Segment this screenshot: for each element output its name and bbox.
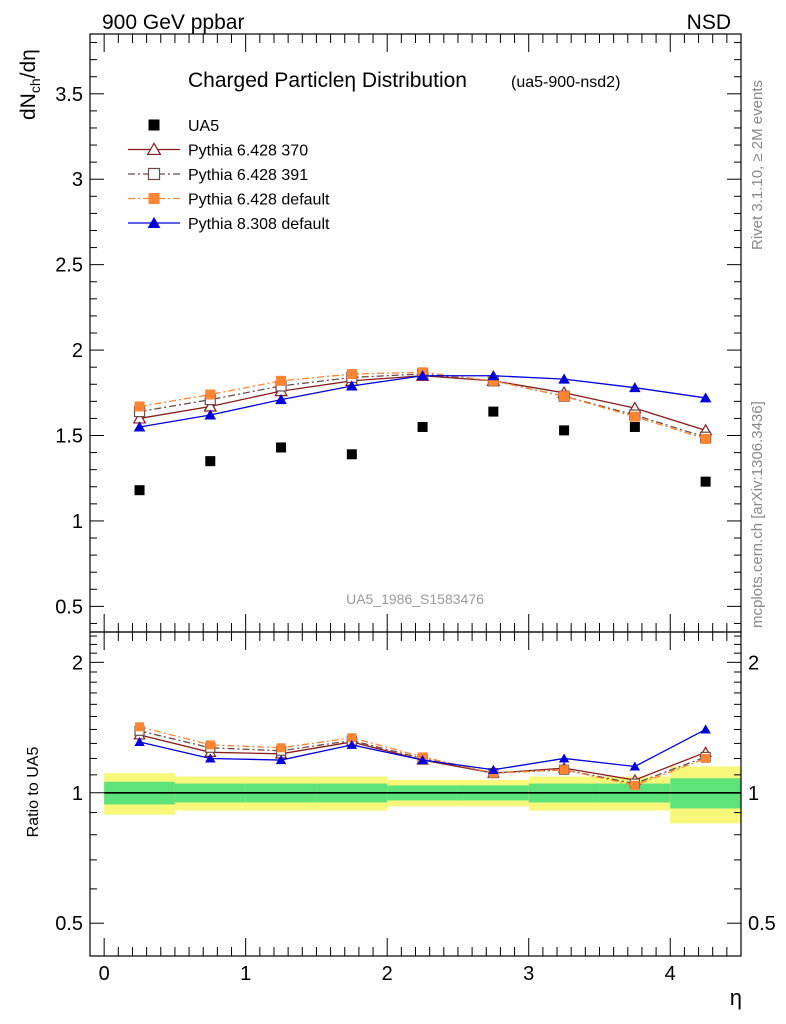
main-ylabel: dNch/dη — [17, 49, 43, 120]
main-series — [133, 370, 712, 432]
ratio-data-point — [134, 736, 145, 747]
legend-label: Pythia 6.428 default — [188, 192, 330, 209]
axes: 0.5 1 1.5 2 2.5 3 3.5 0 1 2 3 4 0.5 0.5 1 1 2 2 — [55, 33, 776, 985]
main-data-point — [205, 456, 216, 467]
main-y-tick-label: 1 — [72, 511, 83, 533]
analysis-watermark: UA5_1986_S1583476 — [346, 591, 484, 607]
main-data-point — [275, 394, 287, 405]
main-data-point — [629, 411, 640, 422]
main-data-point — [204, 409, 217, 420]
ratio-y-tick-label-right: 2 — [748, 652, 759, 674]
main-data-point — [133, 421, 146, 432]
legend-item: Pythia 6.428 370 — [128, 142, 308, 160]
ratio-data-point — [558, 753, 570, 763]
x-tick-label: 1 — [240, 963, 251, 985]
legend-item: Pythia 6.428 391 — [128, 167, 308, 184]
main-series — [134, 406, 711, 496]
legend-marker — [147, 216, 161, 228]
main-data-point — [488, 406, 499, 417]
main-data-point — [134, 401, 145, 412]
ratio-plot-marks — [133, 722, 712, 790]
main-y-tick-label: 0.5 — [55, 596, 83, 618]
ratio-data-point — [275, 755, 287, 765]
chart-subtitle: (ua5-900-nsd2) — [511, 74, 620, 91]
legend-item: Pythia 6.428 default — [128, 192, 330, 209]
main-ylabel-sub: ch — [27, 78, 43, 93]
main-y-tick-label: 2 — [72, 340, 83, 362]
ratio-data-point — [347, 733, 357, 743]
main-data-point — [276, 375, 287, 386]
main-data-point — [700, 433, 711, 444]
ratio-data-point — [701, 753, 711, 763]
legend-label: Pythia 6.428 370 — [188, 143, 308, 160]
legend-label: Pythia 6.428 391 — [188, 167, 308, 184]
main-data-point — [205, 389, 216, 400]
main-data-point — [417, 421, 428, 432]
ratio-y-tick-label-right: 1 — [748, 783, 759, 805]
ratio-data-point — [559, 765, 569, 775]
legend-marker — [148, 193, 160, 204]
legend-marker — [146, 142, 162, 156]
main-y-tick-label: 2.5 — [55, 255, 83, 277]
ratio-uncertainty-bands — [104, 766, 741, 824]
legend-label: Pythia 8.308 default — [188, 216, 330, 233]
ratio-y-tick-label-right: 0.5 — [748, 913, 776, 935]
main-data-point — [559, 391, 570, 402]
ratio-data-point — [630, 780, 640, 790]
main-data-point — [346, 449, 357, 460]
ratio-y-tick-label: 0.5 — [55, 913, 83, 935]
main-data-point — [629, 382, 641, 393]
ratio-data-point — [205, 753, 216, 763]
ratio-y-tick-label: 2 — [72, 652, 83, 674]
main-data-point — [488, 375, 499, 386]
x-tick-label: 2 — [382, 963, 393, 985]
main-data-point — [134, 485, 145, 496]
ratio-data-point — [488, 764, 499, 774]
x-tick-label: 4 — [665, 963, 676, 985]
ratio-ylabel: Ratio to UA5 — [25, 747, 42, 838]
x-axis-label: η — [730, 985, 742, 1010]
ratio-data-point — [205, 740, 215, 750]
legend: UA5 Pythia 6.428 370 Pythia 6.428 391 Pythi… — [128, 118, 330, 233]
chart-title: Charged Particleη Distribution — [188, 69, 467, 92]
rivet-note: Rivet 3.1.10, ≥ 2M events — [749, 80, 766, 250]
ratio-data-point — [629, 761, 641, 771]
legend-label: UA5 — [188, 118, 219, 135]
ratio-data-point — [135, 722, 145, 732]
main-data-point — [346, 380, 358, 391]
main-data-point — [629, 421, 640, 432]
main-data-point — [416, 370, 429, 381]
header-right: NSD — [687, 11, 731, 34]
main-data-point — [346, 369, 357, 380]
ratio-y-tick-label: 1 — [72, 783, 83, 805]
main-plot-marks — [132, 367, 713, 496]
x-tick-label: 0 — [99, 963, 110, 985]
ratio-data-point — [700, 724, 711, 734]
legend-marker — [148, 119, 160, 131]
ratio-series — [134, 724, 711, 774]
main-data-point — [699, 392, 712, 403]
main-y-tick-label: 3.5 — [55, 84, 83, 106]
legend-marker — [147, 167, 161, 181]
x-tick-label: 3 — [523, 963, 534, 985]
ratio-data-point — [417, 755, 428, 765]
main-data-point — [276, 442, 287, 453]
ratio-data-point — [276, 743, 286, 753]
main-data-point — [558, 373, 570, 384]
main-data-point — [700, 476, 711, 487]
mcplots-note: mcplots.cern.ch [arXiv:1306.3436] — [749, 401, 766, 628]
legend-item: Pythia 8.308 default — [128, 216, 330, 233]
header-left: 900 GeV ppbar — [102, 11, 244, 34]
main-data-point — [559, 425, 570, 436]
legend-item: UA5 — [148, 118, 219, 135]
ratio-data-point — [346, 739, 358, 749]
main-series-line — [139, 375, 706, 428]
main-y-tick-label: 3 — [72, 169, 83, 191]
main-data-point — [487, 370, 500, 381]
main-y-tick-label: 1.5 — [55, 426, 83, 448]
main-ylabel-rest: /dη — [17, 49, 40, 78]
